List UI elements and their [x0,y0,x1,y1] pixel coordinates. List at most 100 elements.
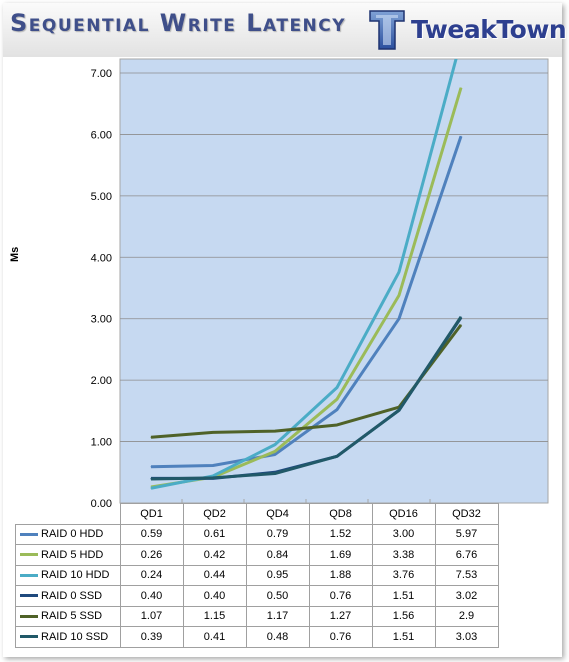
data-label: 0.40 [119,585,184,607]
data-point [336,455,338,457]
series-line-raid-0-hdd [150,135,463,469]
data-label: 0.26 [119,544,184,566]
data-point [274,444,276,446]
x-tick-label: QD4 [245,503,310,525]
data-label: 1.17 [245,605,310,627]
legend-entry: RAID 10 SSD [15,626,121,648]
data-label: 1.88 [308,564,373,586]
table-row: RAID 5 HDD 0.26 0.42 0.84 1.69 3.38 6.76 [15,544,499,566]
data-point [150,478,152,480]
y-tick-label: 3.00 [91,314,112,326]
data-point [212,465,214,467]
data-point [150,466,152,468]
logo-text: TweakTown [411,15,567,44]
data-label: 1.27 [308,605,373,627]
data-label: 5.97 [434,523,499,545]
table-row: RAID 5 SSD 1.07 1.15 1.17 1.27 1.56 2.9 [15,605,499,627]
x-tick-label: QD32 [434,503,499,525]
y-tick-label: 7.00 [91,68,112,80]
data-point [150,436,152,438]
series-lines [150,40,463,490]
y-axis-ticks: 0.001.002.003.004.005.006.007.00 [91,68,112,510]
data-label: 1.56 [371,605,436,627]
data-point [212,475,214,477]
legend-label: RAID 10 SSD [41,630,109,643]
data-label: 0.95 [245,564,310,586]
data-table: QD1 QD2 QD4 QD8 QD16 QD32 RAID 0 HDD 0.59 0.61 0… [15,503,499,648]
table-corner [15,503,121,525]
legend-swatch [20,573,38,577]
tweaktown-logo: TweakTown [367,7,567,53]
data-label: 3.38 [371,544,436,566]
legend-label: RAID 5 HDD [41,548,104,561]
data-label: 1.51 [371,585,436,607]
data-point [461,40,462,41]
data-point [398,409,400,411]
data-label: 1.51 [371,626,436,648]
legend-swatch [20,532,38,536]
data-point [336,387,338,389]
data-label: 7.53 [434,564,499,586]
data-point [274,473,276,475]
x-tick-label: QD8 [308,503,373,525]
legend-swatch [20,635,38,639]
chart-header: Sequential Write Latency TweakTown [3,3,567,57]
data-point [398,318,400,320]
data-point [274,450,276,452]
table-row: RAID 0 SSD 0.40 0.40 0.50 0.76 1.51 3.02 [15,585,499,607]
data-label: 0.59 [119,523,184,545]
tweaktown-logo-icon [369,10,405,50]
legend-entry: RAID 10 HDD [15,564,121,586]
data-label: 0.84 [245,544,310,566]
data-label: 0.76 [308,585,373,607]
data-label: 0.42 [182,544,247,566]
data-label: 1.15 [182,605,247,627]
legend-entry: RAID 5 HDD [15,544,121,566]
x-tick-label: QD1 [119,503,184,525]
data-point [398,271,400,273]
legend-swatch [20,614,38,618]
legend-entry: RAID 5 SSD [15,605,121,627]
data-label: 0.76 [308,626,373,648]
legend-label: RAID 10 HDD [41,569,110,582]
data-point [274,453,276,455]
data-label: 0.61 [182,523,247,545]
legend-label: RAID 0 HDD [41,528,104,541]
data-point [460,324,462,326]
data-point [212,477,214,479]
y-axis-label: Ms [9,247,21,262]
y-tick-label: 4.00 [91,252,112,264]
data-label: 0.41 [182,626,247,648]
x-tick-label: QD2 [182,503,247,525]
data-point [336,424,338,426]
table-row: RAID 0 HDD 0.59 0.61 0.79 1.52 3.00 5.97 [15,523,499,545]
data-point [460,316,462,318]
series-line-raid-10-ssd [150,316,463,481]
line-chart: 0.001.002.003.004.005.006.007.00 Ms [9,40,549,510]
data-label: 6.76 [434,544,499,566]
data-label: 0.40 [182,585,247,607]
y-tick-label: 2.00 [91,375,112,387]
y-tick-label: 6.00 [91,129,112,141]
y-tick-label: 5.00 [91,191,112,203]
data-label: 0.50 [245,585,310,607]
legend-swatch [20,594,38,598]
data-label: 1.07 [119,605,184,627]
data-point [274,430,276,432]
chart-frame: Sequential Write Latency TweakTown 0.00 1… [3,3,567,657]
data-point [336,409,338,411]
data-label: 1.52 [308,523,373,545]
data-point [336,398,338,400]
legend-label: RAID 0 SSD [41,589,103,602]
legend-label: RAID 5 SSD [41,610,103,623]
data-point [460,87,462,89]
data-label: 3.03 [434,626,499,648]
legend-entry: RAID 0 SSD [15,585,121,607]
data-point [398,294,400,296]
legend-entry: RAID 0 HDD [15,523,121,545]
data-label: 3.02 [434,585,499,607]
chart-title: Sequential Write Latency [10,9,347,37]
gridlines [120,72,548,503]
data-point [150,487,152,489]
y-tick-label: 1.00 [91,437,112,449]
